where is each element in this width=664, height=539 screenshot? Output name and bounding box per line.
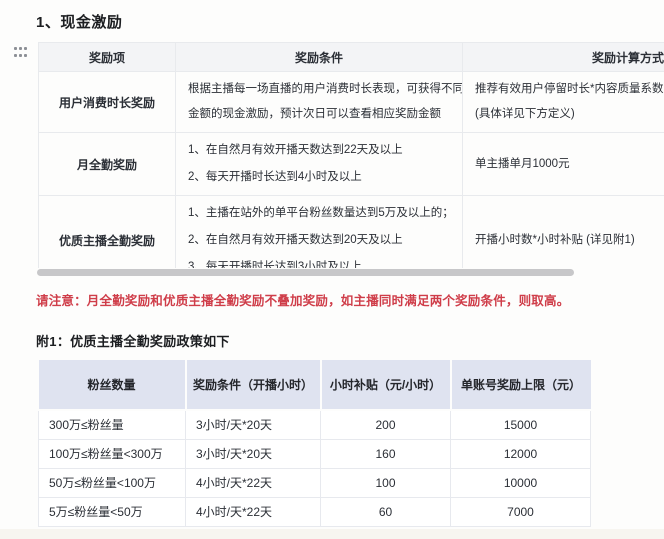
cell-reward-item: 用户消费时长奖励 [38, 71, 176, 133]
table-drag-handle-icon[interactable] [14, 47, 27, 59]
calculation-line: (具体详见下方定义) [475, 108, 575, 120]
reward-table-viewport: 奖励项 奖励条件 奖励计算方式 用户消费时长奖励 根据主播每一场直播的用户消费时… [38, 42, 664, 268]
cell-subsidy: 200 [320, 409, 451, 440]
condition-line: 金额的现金激励，预计次日可以查看相应奖励金额 [188, 108, 441, 120]
cell-reward-condition: 1、主播在站外的单平台粉丝数量达到5万及以上的； 2、在自然月有效开播天数达到2… [175, 195, 463, 268]
table-row: 5万≤粉丝量<50万 4小时/天*22天 60 7000 [38, 496, 591, 527]
cell-condition: 4小时/天*22天 [185, 467, 321, 498]
calculation-line: 开播小时数*小时补贴 (详见附1) [475, 234, 635, 246]
reward-table: 奖励项 奖励条件 奖励计算方式 用户消费时长奖励 根据主播每一场直播的用户消费时… [38, 42, 664, 268]
cell-reward-condition: 根据主播每一场直播的用户消费时长表现，可获得不同 金额的现金激励，预计次日可以查… [175, 71, 463, 133]
condition-line: 根据主播每一场直播的用户消费时长表现，可获得不同 [188, 83, 463, 95]
cell-fans-range: 300万≤粉丝量 [38, 409, 186, 440]
section-title: 1、现金激励 [36, 14, 123, 31]
column-header-account-cap: 单账号奖励上限（元） [450, 360, 591, 411]
cell-reward-condition: 1、在自然月有效开播天数达到22天及以上 2、每天开播时长达到4小时及以上 [175, 132, 463, 196]
cell-condition: 3小时/天*20天 [185, 409, 321, 440]
appendix-table-header-row: 粉丝数量 奖励条件（开播小时） 小时补贴（元/小时） 单账号奖励上限（元） [38, 360, 591, 411]
column-header-fans-count: 粉丝数量 [38, 360, 187, 411]
page-bottom-margin [0, 529, 664, 539]
horizontal-scrollbar-thumb[interactable] [37, 269, 574, 276]
cell-reward-calculation: 推荐有效用户停留时长*内容质量系数 (具体详见下方定义) [462, 71, 664, 133]
column-header-reward-condition: 奖励条件 [175, 42, 463, 72]
cell-reward-item: 月全勤奖励 [38, 132, 176, 196]
cell-cap: 10000 [450, 467, 591, 498]
cell-cap: 15000 [450, 409, 591, 440]
cell-cap: 7000 [450, 496, 591, 527]
appendix-table: 粉丝数量 奖励条件（开播小时） 小时补贴（元/小时） 单账号奖励上限（元） 30… [38, 360, 591, 527]
reward-table-header-row: 奖励项 奖励条件 奖励计算方式 [38, 42, 664, 72]
cell-fans-range: 5万≤粉丝量<50万 [38, 496, 186, 527]
cell-subsidy: 160 [320, 438, 451, 469]
table-row: 50万≤粉丝量<100万 4小时/天*22天 100 10000 [38, 467, 591, 498]
condition-line: 3、每天开播时长达到3小时及以上 [188, 261, 362, 268]
cell-condition: 4小时/天*22天 [185, 496, 321, 527]
cell-reward-calculation: 开播小时数*小时补贴 (详见附1) [462, 195, 664, 268]
table-row: 优质主播全勤奖励 1、主播在站外的单平台粉丝数量达到5万及以上的； 2、在自然月… [38, 195, 664, 268]
condition-line: 1、主播在站外的单平台粉丝数量达到5万及以上的； [188, 207, 454, 219]
table-row: 月全勤奖励 1、在自然月有效开播天数达到22天及以上 2、每天开播时长达到4小时… [38, 132, 664, 196]
column-header-hourly-subsidy: 小时补贴（元/小时） [320, 360, 452, 411]
table-row: 用户消费时长奖励 根据主播每一场直播的用户消费时长表现，可获得不同 金额的现金激… [38, 71, 664, 133]
condition-line: 2、在自然月有效开播天数达到20天及以上 [188, 234, 403, 246]
cell-reward-item: 优质主播全勤奖励 [38, 195, 176, 268]
condition-line: 1、在自然月有效开播天数达到22天及以上 [188, 144, 403, 156]
cell-subsidy: 60 [320, 496, 451, 527]
condition-line: 2、每天开播时长达到4小时及以上 [188, 171, 362, 183]
column-header-condition-hours: 奖励条件（开播小时） [185, 360, 322, 411]
table-row: 300万≤粉丝量 3小时/天*20天 200 15000 [38, 409, 591, 440]
appendix-title: 附1：优质主播全勤奖励政策如下 [36, 334, 230, 349]
cell-fans-range: 50万≤粉丝量<100万 [38, 467, 186, 498]
cell-condition: 3小时/天*20天 [185, 438, 321, 469]
column-header-reward-item: 奖励项 [38, 42, 176, 72]
cell-reward-calculation: 单主播单月1000元 [462, 132, 664, 196]
notice-text: 请注意：月全勤奖励和优质主播全勤奖励不叠加奖励，如主播同时满足两个奖励条件，则取… [36, 294, 570, 308]
table-row: 100万≤粉丝量<300万 3小时/天*20天 160 12000 [38, 438, 591, 469]
calculation-line: 推荐有效用户停留时长*内容质量系数 [475, 83, 664, 95]
cell-cap: 12000 [450, 438, 591, 469]
cell-subsidy: 100 [320, 467, 451, 498]
calculation-line: 单主播单月1000元 [475, 157, 570, 170]
cell-fans-range: 100万≤粉丝量<300万 [38, 438, 186, 469]
column-header-reward-calculation: 奖励计算方式 [462, 42, 664, 72]
